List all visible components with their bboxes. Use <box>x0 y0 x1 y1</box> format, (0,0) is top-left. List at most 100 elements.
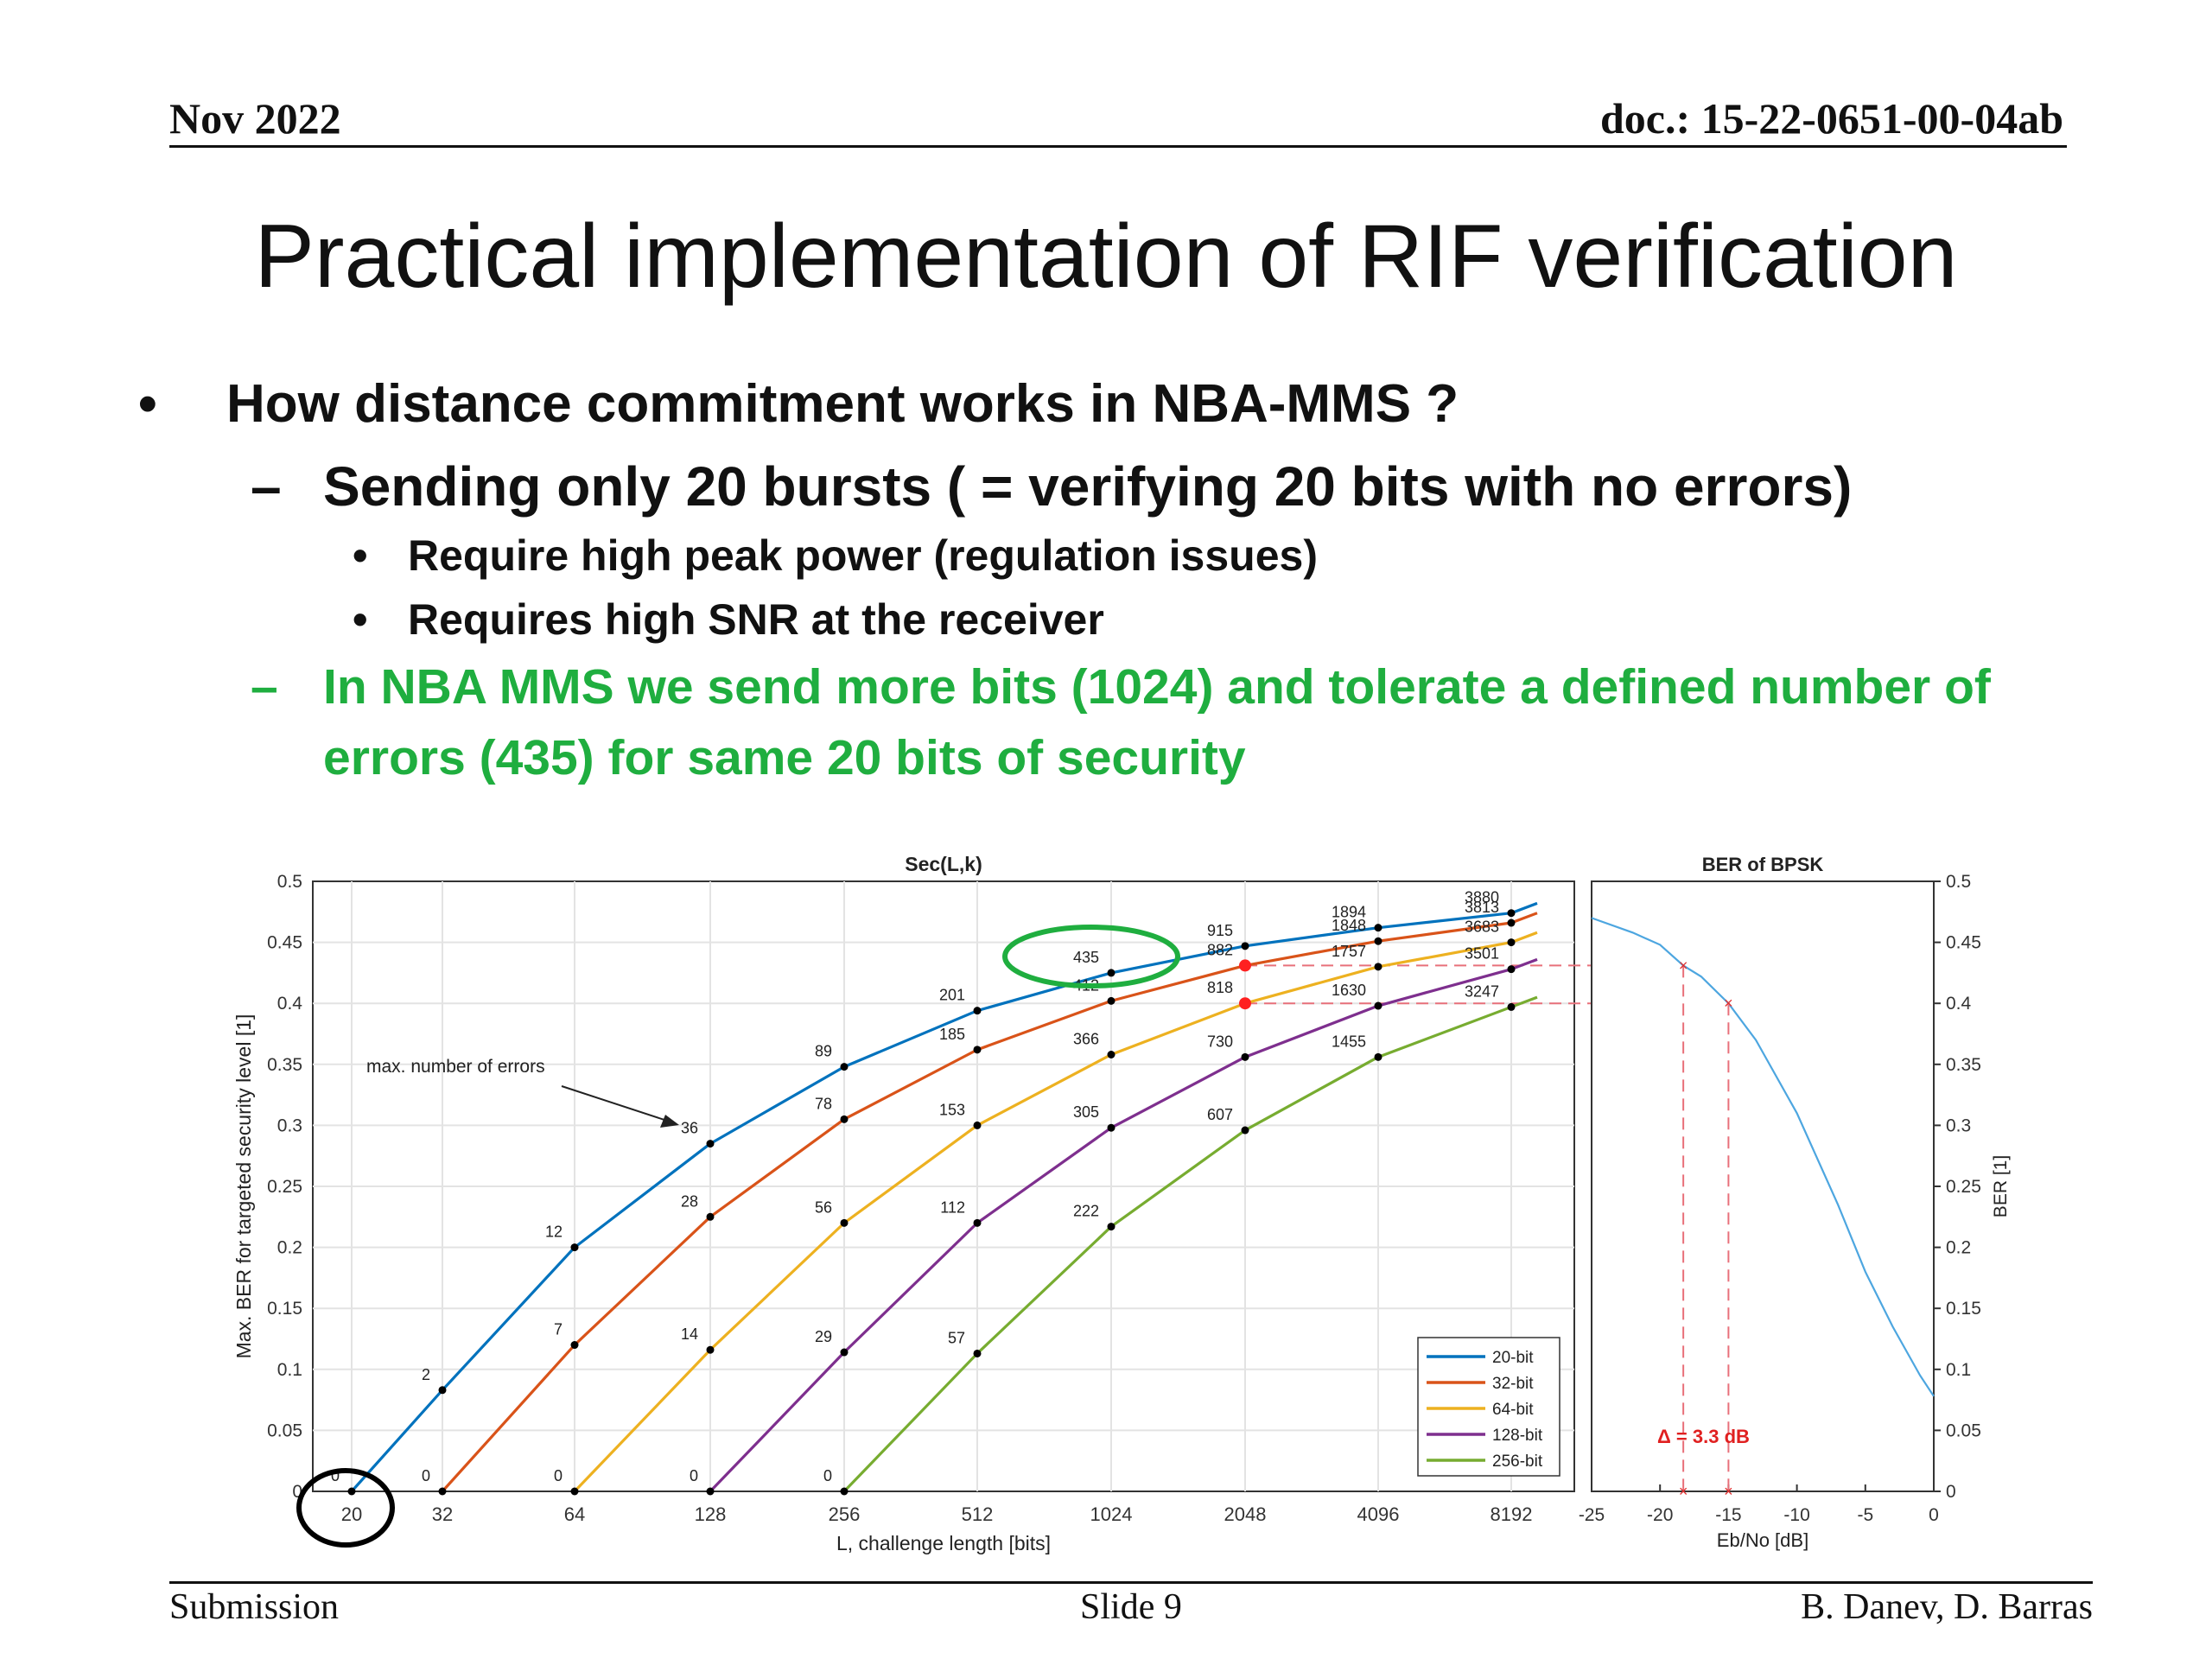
sec-x-tick-label: 32 <box>432 1503 453 1525</box>
ber-axis-cross-marker: × <box>1679 1483 1688 1500</box>
data-label-32-bit: 0 <box>422 1467 430 1484</box>
annotation-arrow-line <box>561 1085 673 1123</box>
data-label-256-bit: 57 <box>948 1329 965 1346</box>
bullet-nba-mms-line1: In NBA MMS we send more bits (1024) and … <box>323 659 1991 715</box>
footer-submission: Submission <box>169 1587 340 1627</box>
sec-y-axis-label: Max. BER for targeted security level [1] <box>232 1014 255 1359</box>
bullet-dot: • <box>138 374 157 434</box>
highlight-marker-818 <box>1239 997 1251 1010</box>
sec-y-tick-label: 0.25 <box>267 1177 302 1197</box>
data-point-64-bit <box>840 1218 849 1227</box>
data-point-20-bit <box>1241 942 1249 950</box>
data-label-64-bit: 153 <box>939 1101 965 1118</box>
data-point-32-bit <box>1107 996 1116 1005</box>
data-label-20-bit: 201 <box>939 987 965 1004</box>
sec-x-tick-label: 128 <box>695 1503 727 1525</box>
data-point-64-bit <box>1507 938 1516 947</box>
ber-plot-frame <box>1591 880 1935 1492</box>
highlight-ellipse-435 <box>1002 925 1180 988</box>
ber-y-tick-label: 0.05 <box>1946 1421 1981 1440</box>
sec-y-tick-label: 0.35 <box>267 1055 302 1075</box>
ber-cross-marker: × <box>1724 995 1733 1012</box>
sec-x-tick-label: 2048 <box>1224 1503 1267 1525</box>
data-point-64-bit <box>706 1345 715 1354</box>
sec-x-tick-label: 8192 <box>1491 1503 1533 1525</box>
header-rule <box>169 145 2067 148</box>
data-label-32-bit: 3813 <box>1465 899 1499 916</box>
data-label-256-bit: 607 <box>1207 1106 1233 1123</box>
ber-y-tick-label: 0.35 <box>1946 1055 1981 1075</box>
slide-title: Practical implementation of RIF verifica… <box>254 207 1958 307</box>
data-point-64-bit <box>570 1487 579 1496</box>
data-point-256-bit <box>1374 1052 1382 1061</box>
ber-y-tick-label: 0.25 <box>1946 1177 1981 1197</box>
ber-x-tick-label: -5 <box>1857 1505 1873 1525</box>
data-point-32-bit <box>1507 918 1516 927</box>
data-point-128-bit <box>1107 1123 1116 1132</box>
data-label-128-bit: 0 <box>690 1467 698 1484</box>
data-label-64-bit: 14 <box>681 1325 698 1343</box>
bullet-dash: – <box>251 455 282 518</box>
ber-y-tick-label: 0 <box>1946 1482 1956 1502</box>
data-label-128-bit: 305 <box>1073 1103 1099 1121</box>
bullet-nba-mms-line2: errors (435) for same 20 bits of securit… <box>323 730 1246 785</box>
data-point-32-bit <box>438 1487 447 1496</box>
bullet-high-snr: Requires high SNR at the receiver <box>408 595 1104 644</box>
data-point-20-bit <box>438 1386 447 1395</box>
data-point-128-bit <box>706 1487 715 1496</box>
data-point-32-bit <box>570 1341 579 1350</box>
annotation-arrow-head <box>660 1115 679 1128</box>
sec-y-tick-label: 0 <box>292 1482 302 1502</box>
data-label-128-bit: 1630 <box>1332 982 1366 999</box>
data-point-256-bit <box>1241 1126 1249 1135</box>
data-label-20-bit: 915 <box>1207 922 1233 939</box>
data-point-128-bit <box>840 1348 849 1357</box>
ber-x-tick-label: -25 <box>1579 1505 1605 1525</box>
data-label-256-bit: 0 <box>823 1467 832 1484</box>
sec-x-tick-label: 1024 <box>1090 1503 1133 1525</box>
data-label-32-bit: 7 <box>554 1321 563 1338</box>
sec-x-axis-label: L, challenge length [bits] <box>836 1532 1051 1554</box>
data-label-128-bit: 112 <box>940 1198 965 1216</box>
sec-x-tick-label: 4096 <box>1357 1503 1400 1525</box>
data-point-256-bit <box>973 1349 982 1357</box>
annotation-max-errors: max. number of errors <box>366 1057 545 1077</box>
sec-y-tick-label: 0.4 <box>277 994 303 1014</box>
ber-axis-cross-marker: × <box>1724 1483 1733 1500</box>
data-point-32-bit <box>706 1212 715 1221</box>
data-point-20-bit <box>840 1063 849 1071</box>
highlight-circle-20 <box>296 1468 395 1548</box>
legend-label-128-bit: 128-bit <box>1492 1427 1543 1445</box>
data-label-64-bit: 818 <box>1207 979 1233 996</box>
data-point-64-bit <box>1374 963 1382 971</box>
data-point-256-bit <box>840 1487 849 1496</box>
data-point-20-bit <box>1107 969 1116 977</box>
data-label-32-bit: 185 <box>939 1026 965 1043</box>
sec-x-tick-label: 256 <box>829 1503 861 1525</box>
sec-x-tick-label: 64 <box>564 1503 585 1525</box>
bullet-dot: • <box>353 595 368 644</box>
sec-y-tick-label: 0.3 <box>277 1116 302 1135</box>
data-label-20-bit: 36 <box>681 1120 698 1137</box>
sec-x-tick-label: 20 <box>341 1503 362 1525</box>
sec-y-tick-label: 0.2 <box>277 1238 302 1258</box>
sec-y-tick-label: 0.1 <box>277 1360 302 1380</box>
data-label-20-bit: 3880 <box>1465 889 1499 906</box>
data-label-64-bit: 56 <box>815 1198 832 1216</box>
data-label-20-bit: 2 <box>422 1366 430 1383</box>
ber-y-tick-label: 0.2 <box>1946 1238 1971 1258</box>
legend-label-20-bit: 20-bit <box>1492 1349 1534 1367</box>
sec-chart-title: Sec(L,k) <box>905 853 982 875</box>
data-point-20-bit <box>706 1140 715 1148</box>
header-date: Nov 2022 <box>169 94 341 143</box>
data-label-128-bit: 730 <box>1207 1033 1233 1050</box>
data-point-20-bit <box>570 1243 579 1252</box>
footer-slide-number: Slide 9 <box>1080 1587 1182 1627</box>
data-label-256-bit: 3247 <box>1465 982 1499 1000</box>
data-point-32-bit <box>973 1046 982 1054</box>
data-point-20-bit <box>1507 909 1516 918</box>
data-label-32-bit: 1848 <box>1332 917 1366 934</box>
ber-y-tick-label: 0.4 <box>1946 994 1972 1014</box>
ber-y-tick-label: 0.5 <box>1946 872 1971 892</box>
data-label-20-bit: 435 <box>1073 949 1099 966</box>
